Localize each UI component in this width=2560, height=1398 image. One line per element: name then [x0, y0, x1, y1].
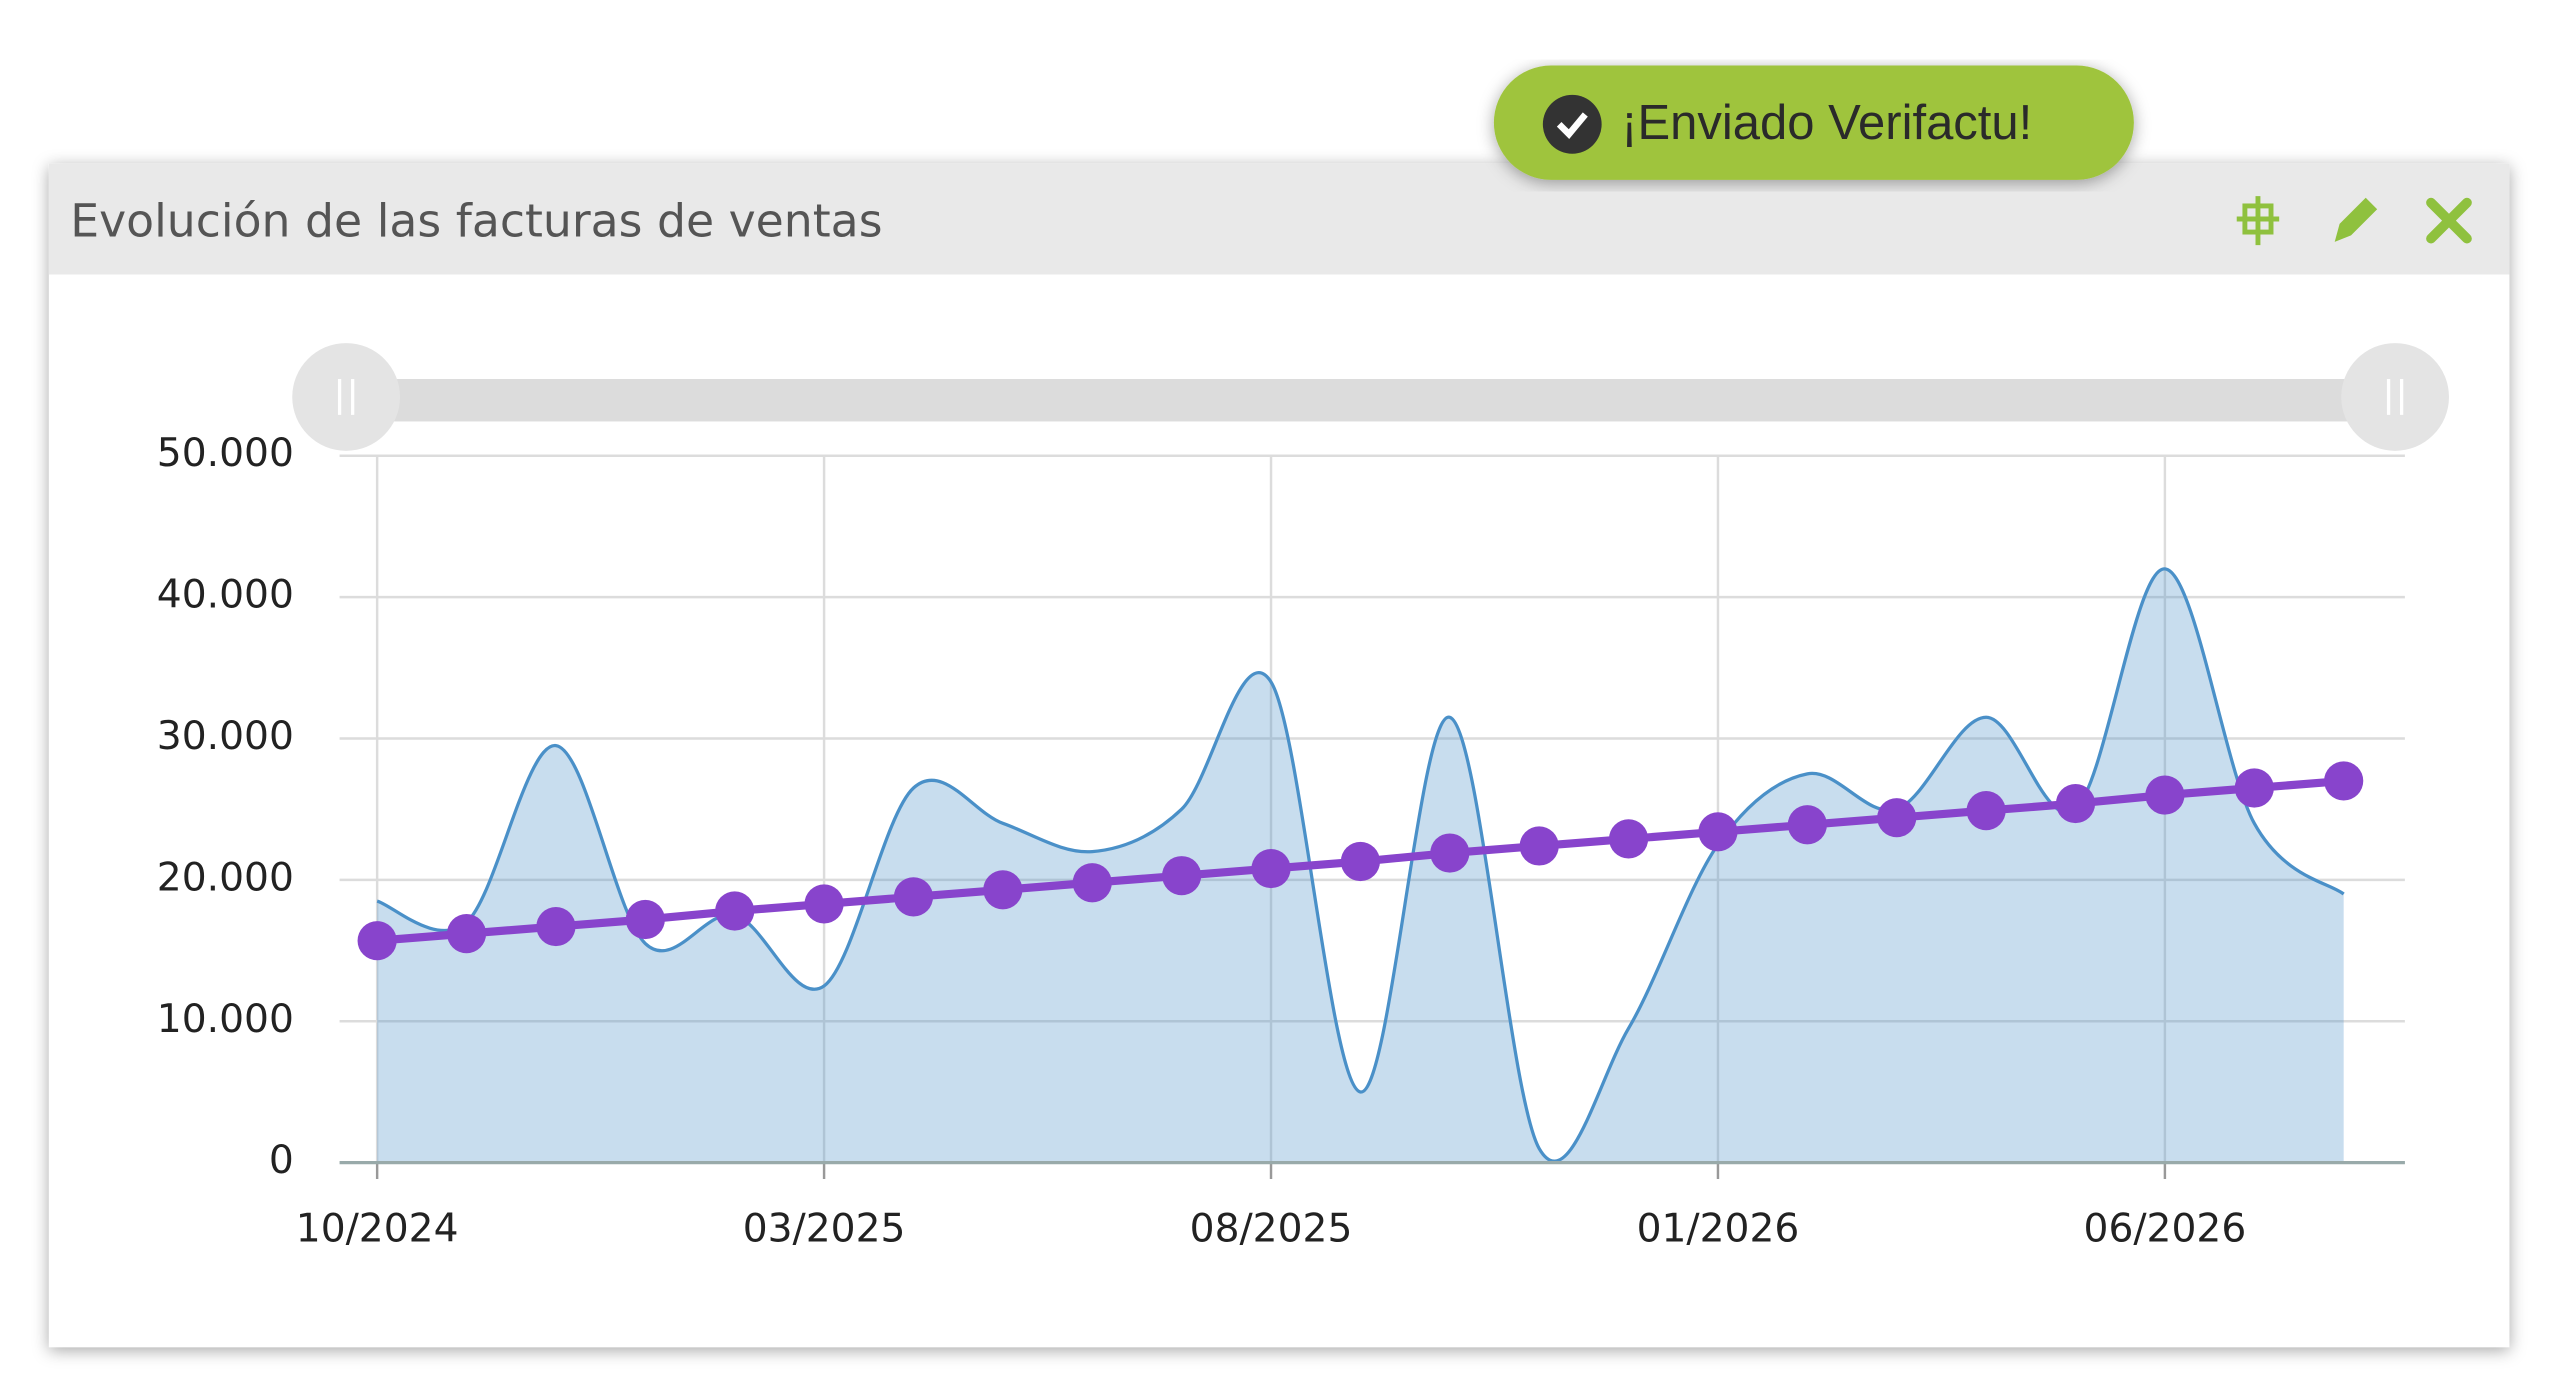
slider-track	[391, 379, 2352, 422]
handle-grip	[2386, 379, 2404, 415]
trend-point	[1608, 819, 1649, 859]
slider-handle[interactable]	[292, 343, 400, 451]
toast-bg	[1493, 65, 2134, 180]
plot: 0 10.000 20.000 30.000 40.000 50.000 10/2024 03…	[157, 431, 2405, 1252]
y-tick-label: 30.000	[157, 714, 294, 759]
trend-point	[983, 870, 1023, 910]
trend-point	[446, 914, 487, 954]
close-icon[interactable]	[2426, 197, 2472, 244]
trend-point	[1251, 848, 1291, 889]
trend-point	[1966, 791, 2006, 831]
trend-point	[1698, 812, 1738, 852]
toast: ¡Enviado Verifactu!	[1493, 65, 2134, 180]
x-tick-label: 01/2026	[1637, 1207, 1800, 1252]
trend-point	[804, 884, 844, 924]
y-tick-label: 10.000	[157, 997, 294, 1042]
trend-point	[715, 891, 755, 931]
trend-point	[2055, 783, 2096, 824]
edit-icon[interactable]	[2334, 197, 2378, 242]
toast-text: ¡Enviado Verifactu!	[1621, 96, 2032, 150]
trend-point	[625, 899, 665, 940]
trend-point	[1340, 841, 1380, 882]
trend-point	[1519, 826, 1559, 866]
trend-point	[893, 877, 934, 917]
x-tick-label: 10/2024	[296, 1207, 459, 1252]
trend-point	[1787, 805, 1827, 845]
handle-grip	[337, 379, 355, 415]
check-mark	[1556, 112, 1588, 139]
x-tick-label: 08/2025	[1190, 1207, 1353, 1252]
area-fill	[377, 568, 2344, 1163]
y-tick-label: 0	[269, 1138, 294, 1183]
trend-point	[1162, 856, 1202, 896]
check-icon	[1542, 94, 1602, 154]
range-slider[interactable]	[292, 343, 2449, 451]
widget-title: Evolución de las facturas de ventas	[70, 194, 882, 247]
trend-point	[1877, 798, 1917, 838]
move-icon[interactable]	[2236, 196, 2280, 246]
trend-point	[2234, 768, 2274, 808]
y-tick-label: 20.000	[157, 855, 294, 900]
y-tick-label: 50.000	[157, 431, 294, 476]
trend-point	[1430, 833, 1470, 873]
y-tick-label: 40.000	[157, 573, 294, 618]
trend-point	[2145, 775, 2185, 815]
slider-handle[interactable]	[2341, 343, 2449, 451]
trend-point	[2324, 761, 2364, 801]
trend-point	[1072, 863, 1112, 903]
trend-point	[536, 906, 576, 947]
widget-header	[48, 163, 2510, 275]
x-tick-label: 03/2025	[743, 1207, 906, 1252]
x-tick-label: 06/2026	[2084, 1207, 2247, 1252]
trend-point	[357, 921, 397, 961]
